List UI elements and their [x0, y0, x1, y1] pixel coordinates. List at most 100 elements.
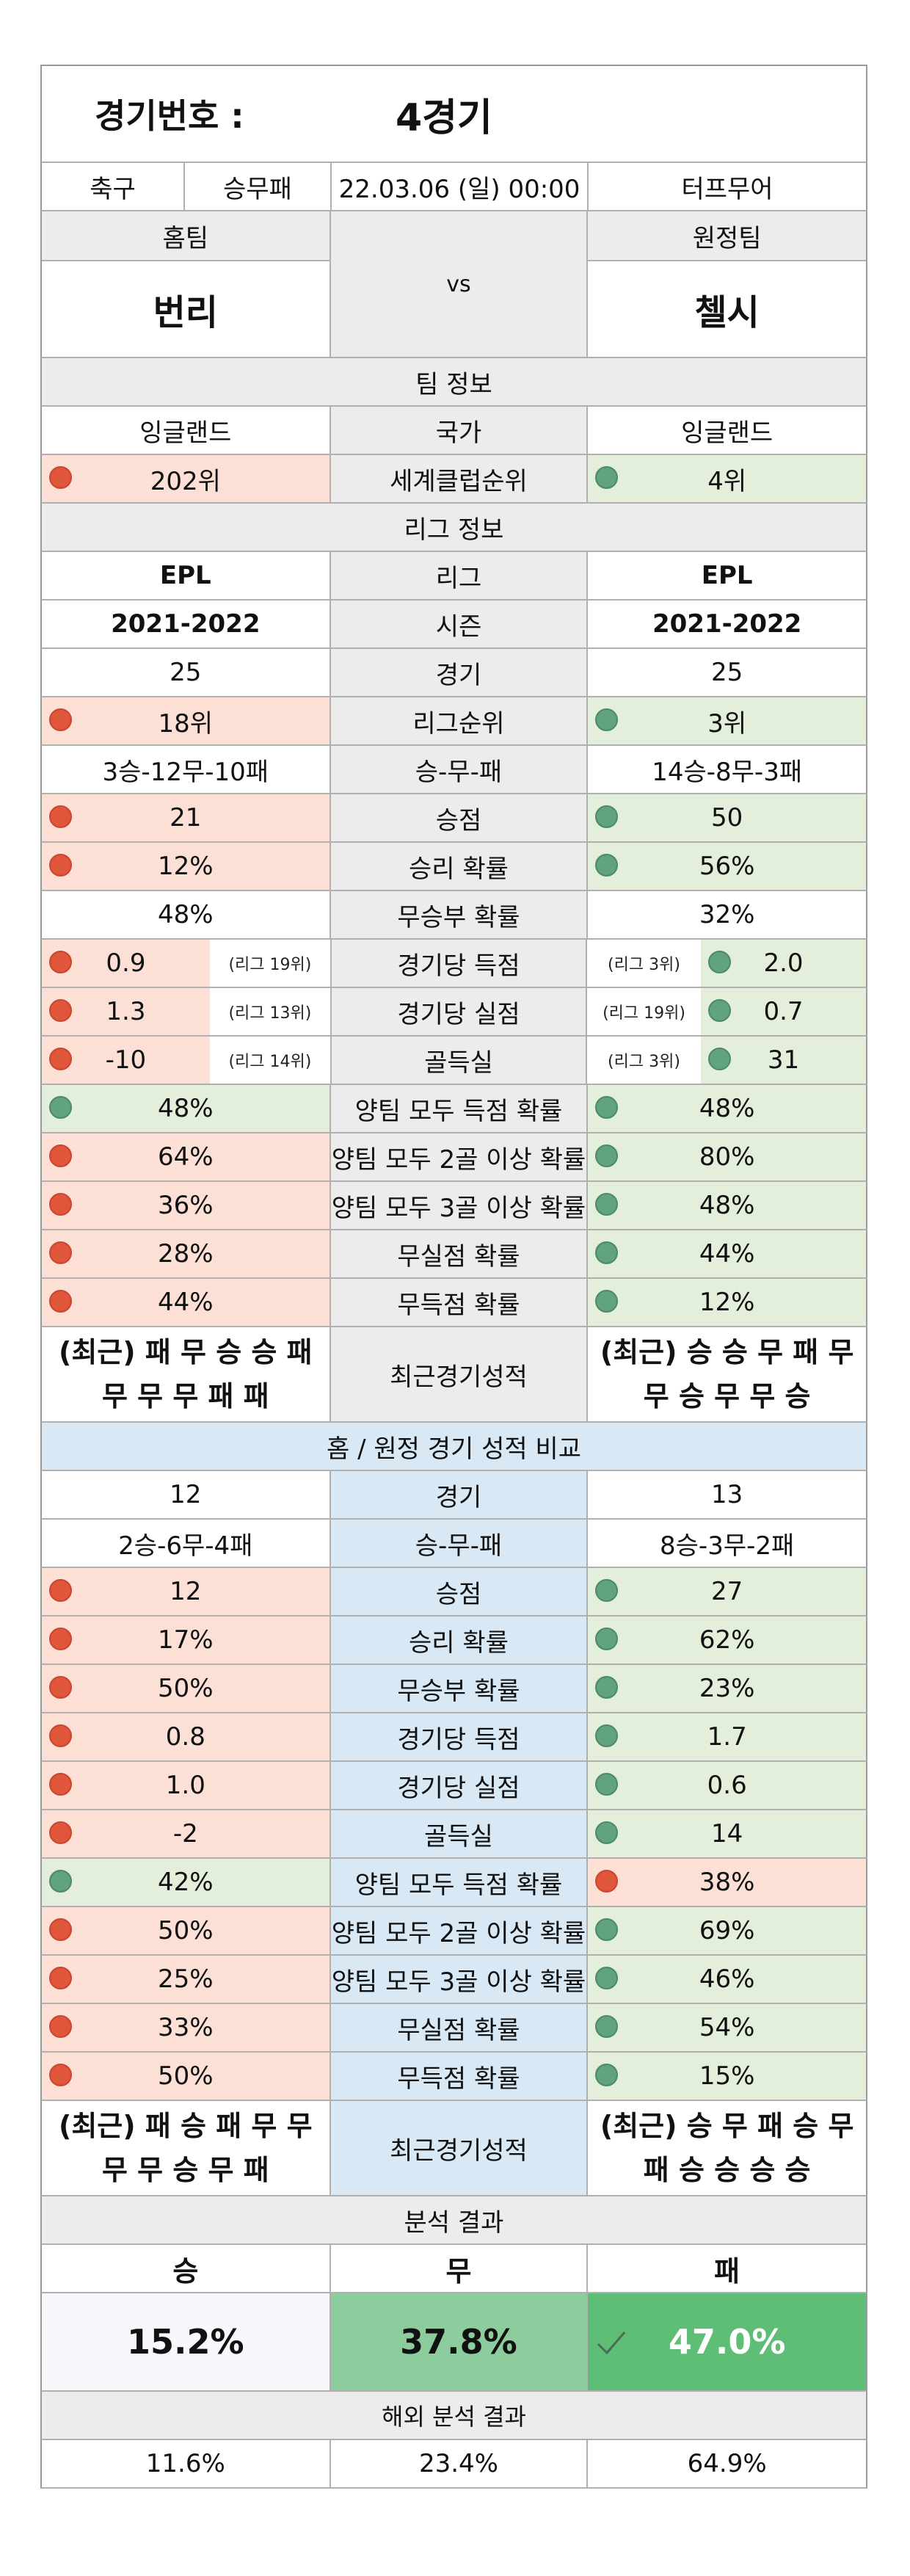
- away-stat-cell: 4위: [588, 455, 866, 502]
- status-dot-green: [595, 1290, 619, 1313]
- home-stat-value: 0.8: [165, 1722, 205, 1752]
- stat-row: 12 승점 27: [40, 1568, 867, 1617]
- home-stat-cell: 36%: [42, 1182, 331, 1229]
- away-stat-cell: 50: [588, 794, 866, 841]
- home-stat-value: 25%: [158, 1964, 214, 1994]
- away-stat-value: 15%: [699, 2061, 755, 2091]
- status-dot-red: [49, 854, 72, 877]
- league-info-section: 리그 정보: [40, 504, 867, 552]
- away-stat-value: 27: [711, 1577, 743, 1606]
- home-stat-value: 18위: [158, 708, 214, 739]
- home-league-rank: (리그 13위): [209, 988, 330, 1035]
- status-dot-green: [595, 1579, 619, 1602]
- stat-row: 50% 무승부 확률 23%: [40, 1665, 867, 1713]
- status-dot-red: [49, 1821, 72, 1844]
- stat-row: 48% 양팀 모두 득점 확률 48%: [40, 1085, 867, 1133]
- section-title: 분석 결과: [42, 2196, 866, 2243]
- away-stat-value: 69%: [699, 1916, 755, 1945]
- away-stat-value: 48%: [699, 1094, 755, 1123]
- stat-label: 양팀 모두 득점 확률: [330, 1859, 589, 1906]
- section-title: 홈 / 원정 경기 성적 비교: [42, 1423, 866, 1470]
- home-stat-cell: 1.3: [42, 988, 210, 1035]
- status-dot-green: [595, 1773, 619, 1796]
- status-dot-red: [49, 708, 72, 731]
- overseas-lose: 64.9%: [588, 2440, 866, 2487]
- away-team-name: 첼시: [694, 292, 760, 333]
- away-stat-value: 0.6: [707, 1771, 747, 1800]
- away-stat-cell: 32%: [588, 891, 866, 938]
- stat-label: 양팀 모두 3골 이상 확률: [330, 1956, 589, 2003]
- ranked-stat-row: 1.3 (리그 13위) 경기당 실점 (리그 19위) 0.7: [40, 988, 867, 1037]
- home-stat-cell: 50%: [42, 1665, 331, 1712]
- away-stat-cell: 54%: [588, 2004, 866, 2051]
- stat-label: 경기: [330, 649, 589, 696]
- stat-label: 리그: [330, 552, 589, 599]
- status-dot-green: [595, 1241, 619, 1264]
- home-stat-cell: 21: [42, 794, 331, 841]
- stat-label: 무실점 확률: [330, 2004, 589, 2051]
- home-stat-cell: 12: [42, 1471, 331, 1518]
- home-stat-value: -10: [105, 1045, 147, 1075]
- stat-row: -2 골득실 14: [40, 1810, 867, 1859]
- away-stat-value: 13: [711, 1480, 743, 1509]
- stat-row: 12% 승리 확률 56%: [40, 843, 867, 891]
- stat-row: 33% 무실점 확률 54%: [40, 2004, 867, 2053]
- ranked-stat-row: 0.9 (리그 19위) 경기당 득점 (리그 3위) 2.0: [40, 940, 867, 988]
- home-stat-value: 48%: [158, 900, 214, 929]
- away-stat-value: 46%: [699, 1964, 755, 1994]
- home-league-rank: (리그 14위): [209, 1037, 330, 1084]
- draw-probability: 37.8%: [330, 2293, 589, 2390]
- status-dot-green: [708, 951, 731, 973]
- stat-row: 50% 양팀 모두 2골 이상 확률 69%: [40, 1907, 867, 1956]
- status-dot-green: [595, 1193, 619, 1216]
- home-stat-cell: 202위: [42, 455, 331, 502]
- match-info-row: 축구 승무패 22.03.06 (일) 00:00 터프무어: [40, 163, 867, 211]
- venue: 터프무어: [681, 174, 774, 204]
- home-stat-value: EPL: [159, 561, 211, 590]
- lose-label: 패: [588, 2245, 866, 2292]
- away-stat-cell: EPL: [588, 552, 866, 599]
- stat-label: 무승부 확률: [330, 891, 589, 938]
- stat-row: 64% 양팀 모두 2골 이상 확률 80%: [40, 1133, 867, 1182]
- win-probability: 15.2%: [42, 2293, 331, 2390]
- away-stat-value: 80%: [699, 1142, 755, 1172]
- home-stat-cell: 0.9: [42, 940, 210, 987]
- stat-label: 경기당 실점: [330, 1762, 589, 1809]
- status-dot-red: [49, 805, 72, 828]
- away-stat-value: 56%: [699, 852, 755, 881]
- stat-label: 승점: [330, 794, 589, 841]
- away-stat-cell: 44%: [588, 1230, 866, 1277]
- vs-label: vs: [330, 211, 589, 357]
- home-stat-cell: 12: [42, 1568, 331, 1615]
- status-dot-red: [49, 951, 72, 973]
- overseas-win: 11.6%: [42, 2440, 331, 2487]
- away-stat-value: 14: [711, 1819, 743, 1848]
- analysis-section: 분석 결과: [40, 2196, 867, 2245]
- away-stat-value: 31: [767, 1045, 800, 1075]
- away-stat-cell: 48%: [588, 1182, 866, 1229]
- home-stat-value: 25: [170, 658, 202, 687]
- home-stat-value: 17%: [158, 1625, 214, 1655]
- home-stat-cell: 33%: [42, 2004, 331, 2051]
- away-stat-cell: 38%: [588, 1859, 866, 1906]
- away-stat-value: 14승-8무-3패: [652, 757, 803, 787]
- away-stat-value: 2.0: [763, 948, 804, 978]
- status-dot-green: [595, 1676, 619, 1699]
- status-dot-green: [595, 1628, 619, 1650]
- home-stat-value: 2021-2022: [111, 609, 261, 639]
- home-stat-value: 1.3: [106, 997, 146, 1026]
- away-stat-cell: 23%: [588, 1665, 866, 1712]
- home-stat-cell: -2: [42, 1810, 331, 1857]
- status-dot-green: [595, 2064, 619, 2086]
- home-stat-value: 12: [170, 1480, 202, 1509]
- home-stat-cell: 잉글랜드: [42, 407, 331, 454]
- section-title: 해외 분석 결과: [42, 2392, 866, 2439]
- home-stat-cell: 48%: [42, 891, 331, 938]
- stat-label: 양팀 모두 2골 이상 확률: [330, 1133, 589, 1180]
- bet-type-cell: 승무패: [223, 174, 292, 204]
- stat-label: 무득점 확률: [330, 2053, 589, 2100]
- home-stat-value: 50%: [158, 2061, 214, 2091]
- home-stat-value: -2: [172, 1819, 198, 1848]
- away-stat-cell: 31: [701, 1037, 866, 1084]
